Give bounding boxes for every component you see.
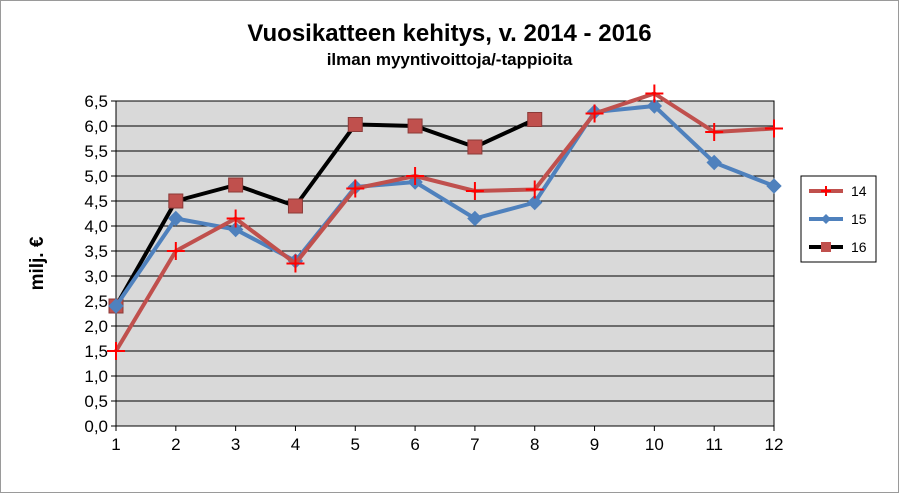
data-point-16 <box>228 177 244 193</box>
y-tick-label: 2,5 <box>84 292 108 311</box>
y-tick-label: 6,5 <box>84 92 108 111</box>
data-point-15 <box>227 221 244 238</box>
x-tick-label: 2 <box>171 435 180 454</box>
data-point-15 <box>168 210 184 227</box>
data-point-16 <box>287 198 303 214</box>
data-point-15 <box>766 178 782 194</box>
y-tick-label: 2,0 <box>84 317 108 336</box>
data-point-15 <box>108 298 124 314</box>
data-point-16 <box>407 118 423 134</box>
data-point-15 <box>706 154 722 171</box>
data-point-15 <box>527 194 543 211</box>
y-tick-label: 1,0 <box>84 367 108 386</box>
x-tick-label: 11 <box>705 435 723 454</box>
x-tick-label: 5 <box>351 435 360 454</box>
x-tick-label: 4 <box>291 435 300 454</box>
x-tick-label: 7 <box>470 435 479 454</box>
data-point-16 <box>168 193 184 209</box>
x-tick-label: 10 <box>645 435 664 454</box>
chart-title: Vuosikatteen kehitys, v. 2014 - 2016 <box>247 20 652 47</box>
y-tick-label: 3,0 <box>84 267 108 286</box>
legend-marker-15 <box>821 214 831 224</box>
x-tick-label: 1 <box>111 435 120 454</box>
x-tick-label: 9 <box>590 435 599 454</box>
series-line-16 <box>114 117 536 307</box>
y-tick-label: 5,0 <box>84 167 108 186</box>
legend-label-15: 15 <box>851 211 867 227</box>
data-point-16 <box>347 117 363 132</box>
x-tick-label: 6 <box>410 435 419 454</box>
series-line-15 <box>114 104 775 308</box>
y-tick-label: 1,5 <box>84 342 108 361</box>
data-point-15 <box>646 98 663 114</box>
y-tick-label: 0,0 <box>84 417 108 436</box>
y-tick-label: 0,5 <box>84 392 108 411</box>
chart-subtitle: ilman myyntivoittoja/-tappioita <box>326 50 573 69</box>
y-axis-label: milj. € <box>27 236 48 290</box>
data-point-15 <box>467 210 483 227</box>
y-tick-label: 3,5 <box>84 242 108 261</box>
y-tick-label: 4,0 <box>84 217 108 236</box>
data-point-16 <box>467 139 483 155</box>
y-tick-label: 4,5 <box>84 192 108 211</box>
plot-area <box>115 100 775 427</box>
x-tick-label: 12 <box>765 435 784 454</box>
legend-label-16: 16 <box>851 239 867 255</box>
x-tick-label: 3 <box>231 435 240 454</box>
y-tick-label: 6,0 <box>84 117 108 136</box>
legend-label-14: 14 <box>851 183 867 199</box>
legend-marker-16 <box>821 242 831 252</box>
y-tick-label: 5,5 <box>84 142 108 161</box>
data-point-16 <box>527 112 543 127</box>
series-line-14 <box>114 91 775 353</box>
x-tick-label: 8 <box>530 435 539 454</box>
